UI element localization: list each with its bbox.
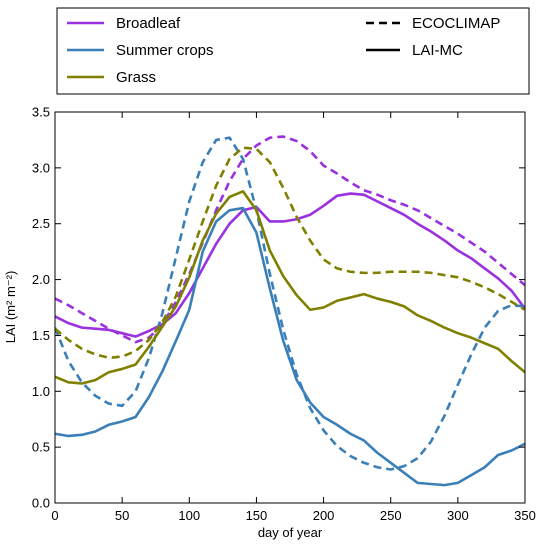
legend-label-ecoclimap: ECOCLIMAP (412, 15, 500, 32)
legend-label-lai-mc: LAI-MC (412, 42, 463, 59)
series-grass-ecoclimap (55, 146, 525, 360)
x-axis: 0 50 100 150 200 250 300 350 (51, 112, 536, 523)
legend-frame (56, 7, 530, 95)
plot-frame (54, 111, 526, 504)
series-summer-crops-ecoclimap (55, 136, 525, 471)
legend-label-summer-crops: Summer crops (116, 42, 214, 59)
series-layer (55, 135, 525, 487)
x-tick-label: 150 (246, 508, 268, 523)
y-axis-label: LAI (m² m⁻²) (3, 271, 18, 344)
x-tick-label: 0 (51, 508, 58, 523)
y-tick-label: 1.0 (32, 384, 50, 399)
x-tick-label: 50 (115, 508, 129, 523)
series-grass-lai-mc (55, 190, 525, 385)
y-tick-label: 1.5 (32, 328, 50, 343)
y-tick-label: 0.0 (32, 496, 50, 511)
x-tick-label: 200 (313, 508, 335, 523)
y-tick-label: 2.0 (32, 272, 50, 287)
series-broadleaf-ecoclimap (55, 135, 525, 344)
legend-label-grass: Grass (116, 69, 156, 86)
x-tick-label: 100 (178, 508, 200, 523)
y-tick-label: 0.5 (32, 440, 50, 455)
y-axis: 0.0 0.5 1.0 1.5 2.0 2.5 3.0 3.5 (32, 105, 525, 511)
series-broadleaf-lai-mc (55, 192, 525, 338)
x-tick-label: 350 (514, 508, 536, 523)
x-axis-label: day of year (258, 525, 323, 540)
plot-area: 0 50 100 150 200 250 300 350 0.0 0.5 1.0 1.5 2.0 2.5… (32, 105, 536, 524)
y-tick-label: 3.0 (32, 160, 50, 175)
legend-vegetation: Broadleaf Summer crops Grass (67, 15, 214, 86)
legend: Broadleaf Summer crops Grass ECOCLIMAP LAI-… (56, 7, 530, 95)
x-tick-label: 250 (380, 508, 402, 523)
series-summer-crops-lai-mc (55, 206, 525, 487)
legend-source: ECOCLIMAP LAI-MC (366, 15, 500, 59)
y-tick-label: 2.5 (32, 216, 50, 231)
legend-label-broadleaf: Broadleaf (116, 15, 181, 32)
y-tick-label: 3.5 (32, 105, 50, 120)
x-tick-label: 300 (447, 508, 469, 523)
